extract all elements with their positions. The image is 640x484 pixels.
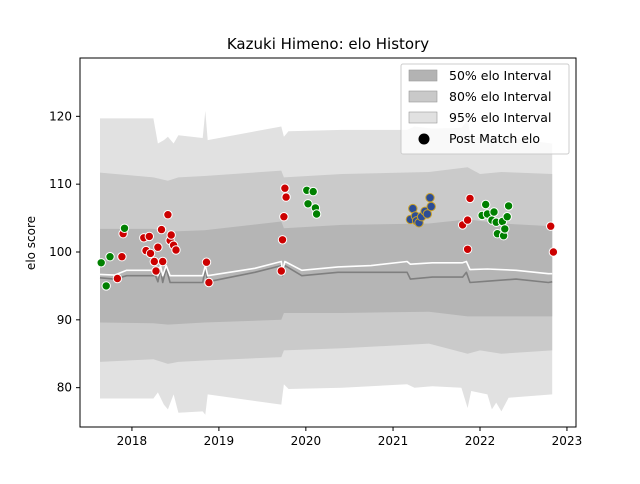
y-tick-label: 120 <box>49 109 72 123</box>
match-point-win <box>308 186 318 197</box>
match-point-win <box>503 201 514 211</box>
match-point-loss <box>462 215 473 225</box>
legend-label: Post Match elo <box>449 131 540 146</box>
match-point-loss <box>280 183 290 193</box>
y-tick-label: 110 <box>49 177 72 191</box>
match-point-win <box>311 209 322 219</box>
y-tick-label: 100 <box>49 245 72 259</box>
match-point-loss <box>149 256 160 267</box>
y-tick-label: 80 <box>57 381 72 395</box>
match-point-loss <box>276 266 286 276</box>
chart-title: Kazuki Himeno: elo History <box>227 35 429 53</box>
match-point-loss <box>158 256 168 267</box>
match-point-loss <box>548 247 559 257</box>
match-point-loss <box>281 192 291 202</box>
match-point-loss <box>156 224 167 235</box>
y-axis-label: elo score <box>24 216 38 270</box>
match-point-highlight <box>425 193 435 203</box>
x-tick-label: 2018 <box>117 434 148 448</box>
match-point-loss <box>171 245 181 255</box>
match-point-loss <box>145 248 156 259</box>
x-tick-label: 2022 <box>465 434 496 448</box>
match-point-win <box>119 223 130 234</box>
x-tick-label: 2020 <box>291 434 322 448</box>
match-point-loss <box>204 277 214 288</box>
legend-marker <box>418 133 430 145</box>
match-point-loss <box>279 212 289 222</box>
match-point-win <box>502 212 512 222</box>
legend-swatch <box>408 111 438 124</box>
match-point-loss <box>117 252 127 262</box>
match-point-loss <box>546 221 556 231</box>
match-point-loss <box>144 231 155 242</box>
interval-band-50-pct <box>100 219 553 325</box>
x-tick-label: 2023 <box>552 434 583 448</box>
match-point-win <box>105 252 115 262</box>
y-axis: 80 90 100 110 120 <box>49 109 80 395</box>
match-point-loss <box>151 266 161 276</box>
legend-label: 95% elo Interval <box>449 110 551 125</box>
match-point-win <box>489 207 499 217</box>
match-point-highlight <box>422 209 432 219</box>
y-tick-label: 90 <box>57 313 72 327</box>
x-axis: 2018 2019 2020 2021 2022 2023 <box>117 427 583 448</box>
match-point-loss <box>465 193 475 204</box>
match-markers <box>96 183 559 291</box>
match-point-win <box>481 199 491 210</box>
chart-legend: 50% elo Interval 80% elo Interval 95% elo … <box>400 63 570 155</box>
match-point-loss <box>166 230 176 240</box>
match-point-win <box>500 224 510 234</box>
x-tick-label: 2021 <box>378 434 409 448</box>
match-point-loss <box>201 257 212 267</box>
match-point-win <box>96 258 106 268</box>
match-point-win <box>303 199 313 209</box>
match-point-loss <box>112 273 123 284</box>
interval-bands <box>100 110 553 415</box>
legend-frame <box>400 63 570 155</box>
legend-items: 50% elo Interval 80% elo Interval 95% elo … <box>408 68 551 146</box>
match-point-highlight <box>426 201 436 212</box>
plot-frame <box>79 57 577 428</box>
x-tick-label: 2019 <box>204 434 235 448</box>
legend-label: 80% elo Interval <box>449 89 551 104</box>
match-point-loss <box>277 235 288 245</box>
match-point-win <box>101 281 111 291</box>
plot-area <box>96 110 559 415</box>
match-point-loss <box>462 244 473 255</box>
legend-label: 50% elo Interval <box>449 68 551 83</box>
legend-swatch <box>408 90 438 103</box>
match-point-loss <box>163 210 173 220</box>
legend-swatch <box>408 69 438 82</box>
match-point-loss <box>153 242 163 252</box>
